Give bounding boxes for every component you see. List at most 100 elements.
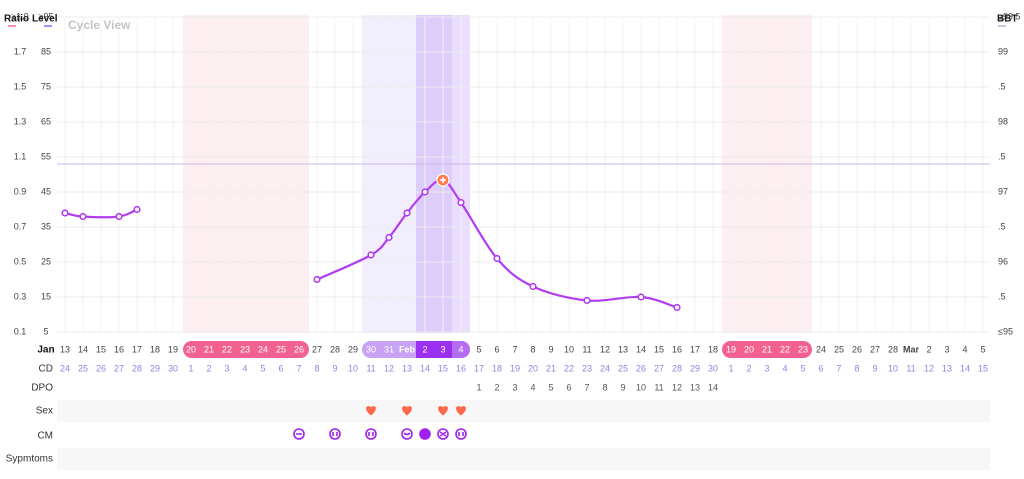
cd-value: 27 [654,363,664,373]
dpo-value: 14 [708,382,718,392]
date-label: 17 [132,344,142,354]
cm-icon [455,428,467,440]
cd-value: 27 [114,363,124,373]
cd-value: 12 [924,363,934,373]
cd-value: 30 [708,363,718,373]
cm-icon [401,428,413,440]
cd-value: 9 [872,363,877,373]
date-label: 3 [944,344,949,354]
dpo-value: 10 [636,382,646,392]
cd-value: 11 [906,363,915,373]
date-label: 19 [168,344,178,354]
cd-value: 26 [96,363,106,373]
date-label: 21 [762,344,772,354]
date-label: 13 [60,344,70,354]
y-tick-label: ≤95 [998,326,1013,336]
date-label: 30 [366,344,376,354]
cd-value: 1 [728,363,733,373]
dpo-value: 9 [620,382,625,392]
cd-value: 14 [960,363,970,373]
y-tick-label: 85 [41,46,51,56]
y-tick-label: 15 [41,291,51,301]
row-label: DPO [31,383,53,394]
y-tick-label: ≥95 [39,11,54,21]
cd-value: 19 [510,363,520,373]
y-tick-label: 75 [41,81,51,91]
y-tick-label: 97 [998,186,1008,196]
date-label: 25 [834,344,844,354]
cd-value: 15 [978,363,988,373]
cm-icon-detail [296,431,464,437]
y-tick-label: 45 [41,186,51,196]
period-pill [722,341,812,358]
cd-value: 5 [800,363,805,373]
cd-value: 3 [764,363,769,373]
y-tick-label: 55 [41,151,51,161]
level-point [673,303,681,312]
date-label: 10 [564,344,574,354]
cd-value: 24 [60,363,70,373]
cd-value: 25 [618,363,628,373]
cm-icon [329,428,341,440]
y-tick-label: 1.5 [14,81,27,91]
month-label: Jan [37,345,54,356]
level-point [583,296,591,305]
cd-value: 28 [132,363,142,373]
row-label: Sex [36,406,53,417]
cd-value: 1 [188,363,193,373]
date-label: 28 [330,344,340,354]
level-line [64,208,138,219]
y-tick-label: 1.1 [14,151,27,161]
y-tick-label: 98 [998,116,1008,126]
date-label: Feb [399,344,416,354]
dpo-value: 5 [548,382,553,392]
date-label: 17 [690,344,700,354]
cm-icons [293,428,467,440]
cm-icon [437,428,449,440]
level-point [61,209,69,217]
cd-value: 12 [384,363,394,373]
level-point [529,282,537,291]
cd-value: 13 [402,363,412,373]
period-band [183,15,309,333]
peak-band [416,15,452,333]
date-label: 20 [186,344,196,354]
level-point [367,251,375,259]
date-label: 12 [600,344,610,354]
cd-value: 13 [942,363,952,373]
cd-value: 7 [836,363,841,373]
fertile-pill [452,341,461,358]
cd-value: 16 [456,363,466,373]
y-tick-label: ≥1.9 [11,11,28,21]
date-label: 24 [816,344,826,354]
date-label: 14 [78,344,88,354]
dpo-value: 11 [654,382,663,392]
level-point [115,212,123,221]
date-label: 16 [114,344,124,354]
y-tick-label: 1.3 [14,116,27,126]
y-tick-label: 96 [998,256,1008,266]
date-label: 21 [204,344,214,354]
y-tick-label: 99 [998,46,1008,56]
level-point [133,205,141,214]
cm-icon [365,428,377,440]
level-point [637,293,645,301]
ratio-axis-title: Ratio [4,14,29,25]
cd-value: 6 [818,363,823,373]
date-label: 29 [348,344,358,354]
cd-value: 18 [492,363,502,373]
y-tick-label: .5 [998,81,1006,91]
cd-value: 28 [672,363,682,373]
cd-value: 20 [528,363,538,373]
date-label: 18 [150,344,160,354]
date-label: 18 [708,344,718,354]
y-tick-label: ≥99.5 [998,11,1020,21]
level-point [385,233,393,242]
date-label: 4 [962,344,967,354]
level-point [79,212,87,221]
chart-title: Cycle View [68,18,131,32]
cd-value: 21 [546,363,556,373]
cd-value: 9 [332,363,337,373]
date-label: 14 [636,344,646,354]
